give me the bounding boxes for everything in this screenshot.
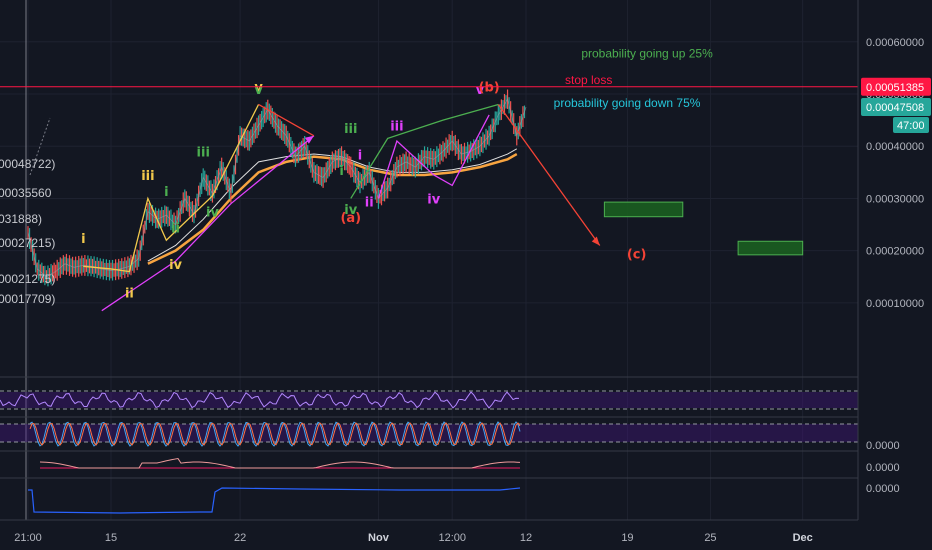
wave-path xyxy=(497,104,601,246)
arrow-head xyxy=(591,236,600,246)
wave-label: iii xyxy=(197,146,210,161)
wave-label: ii xyxy=(171,221,180,236)
wave-label: iii xyxy=(141,169,154,184)
countdown-text: 47:00 xyxy=(897,120,925,132)
left-edge-label: 00027215) xyxy=(0,236,55,250)
probability-annotation: probability going down 75% xyxy=(554,96,701,110)
wave-label: (a) xyxy=(340,211,361,226)
x-tick-label: 22 xyxy=(234,532,246,544)
left-edge-labels: 00048722) 00035560 031888) 00027215) 0002127… xyxy=(0,157,55,306)
x-tick-label: Nov xyxy=(368,532,390,544)
wave-label: iii xyxy=(344,122,357,137)
wave-label: ii xyxy=(365,195,374,210)
y-tick-label: 0.00020000 xyxy=(866,246,924,258)
left-edge-label: 00021275) xyxy=(0,272,55,286)
wave-path xyxy=(350,103,499,199)
wave-label: i xyxy=(164,185,168,200)
probability-annotation: probability going up 25% xyxy=(581,46,713,60)
y-tick-label: 0.00060000 xyxy=(866,37,924,49)
wave-label: i xyxy=(81,232,85,247)
countdown-tag xyxy=(893,117,929,134)
x-tick-label: 25 xyxy=(704,532,716,544)
horizontal-lines: stop loss xyxy=(0,73,858,88)
stop-loss-label: stop loss xyxy=(565,73,612,87)
wave-paths xyxy=(83,103,601,312)
target-zone xyxy=(737,240,804,256)
macd-line xyxy=(39,457,521,469)
last-price-text: 0.00047508 xyxy=(866,102,924,114)
wave-label: iv xyxy=(169,258,182,273)
wave-label: v xyxy=(254,83,263,98)
obv-line xyxy=(28,487,521,514)
annotations: probability going up 25% probability goin… xyxy=(554,46,713,110)
wave-label: iv xyxy=(427,193,440,208)
wave-path xyxy=(101,135,315,312)
wave-path xyxy=(258,103,315,137)
wave-label: iv xyxy=(344,203,357,218)
stop-loss-price-text: 0.00051385 xyxy=(866,82,924,94)
wave-label: (c) xyxy=(627,248,647,263)
arrow-head xyxy=(304,135,314,144)
x-tick-label: 12:00 xyxy=(438,532,466,544)
wave-path xyxy=(377,114,490,199)
indicator-value: 0.0000 xyxy=(866,462,900,474)
wave-label: v xyxy=(476,83,485,98)
stop-loss-price-tag xyxy=(861,77,931,96)
indicator-panes xyxy=(0,376,858,514)
stoch-d-line xyxy=(29,422,521,446)
y-tick-label: 0.00010000 xyxy=(866,298,924,310)
indicator-value: 0.0000 xyxy=(866,483,900,495)
indicator-value: 0.0000 xyxy=(866,440,900,452)
left-edge-label: 00017709) xyxy=(0,292,55,306)
last-price-tag xyxy=(861,98,931,117)
left-edge-label: 00035560 xyxy=(0,186,52,200)
left-edge-label: 031888) xyxy=(0,212,42,226)
time-axis: 21:00 15 22 Nov 12:00 12 19 25 Dec xyxy=(0,519,858,544)
y-tick-label: 0.00040000 xyxy=(866,141,924,153)
target-zones xyxy=(603,201,804,256)
y-tick-label: 0.00030000 xyxy=(866,193,924,205)
wave-label: i xyxy=(339,164,343,179)
wave-path xyxy=(83,104,260,273)
price-line xyxy=(27,98,527,278)
x-tick-label: 21:00 xyxy=(14,532,42,544)
x-tick-label: Dec xyxy=(793,532,813,544)
price-axis: 0.000600000.000500000.000400000.00030000… xyxy=(857,0,932,550)
wave-label: i xyxy=(358,148,362,163)
rsi-line xyxy=(0,391,520,409)
x-tick-label: 15 xyxy=(105,532,117,544)
left-edge-label: 00048722) xyxy=(0,157,55,171)
x-tick-label: 19 xyxy=(621,532,633,544)
wave-label: v xyxy=(254,80,263,95)
x-tick-label: 12 xyxy=(520,532,532,544)
wave-label: (b) xyxy=(479,80,500,95)
wave-label: ii xyxy=(125,287,134,302)
wave-label: iii xyxy=(390,120,403,135)
target-zone xyxy=(603,201,684,218)
wave-label: iv xyxy=(206,206,219,221)
